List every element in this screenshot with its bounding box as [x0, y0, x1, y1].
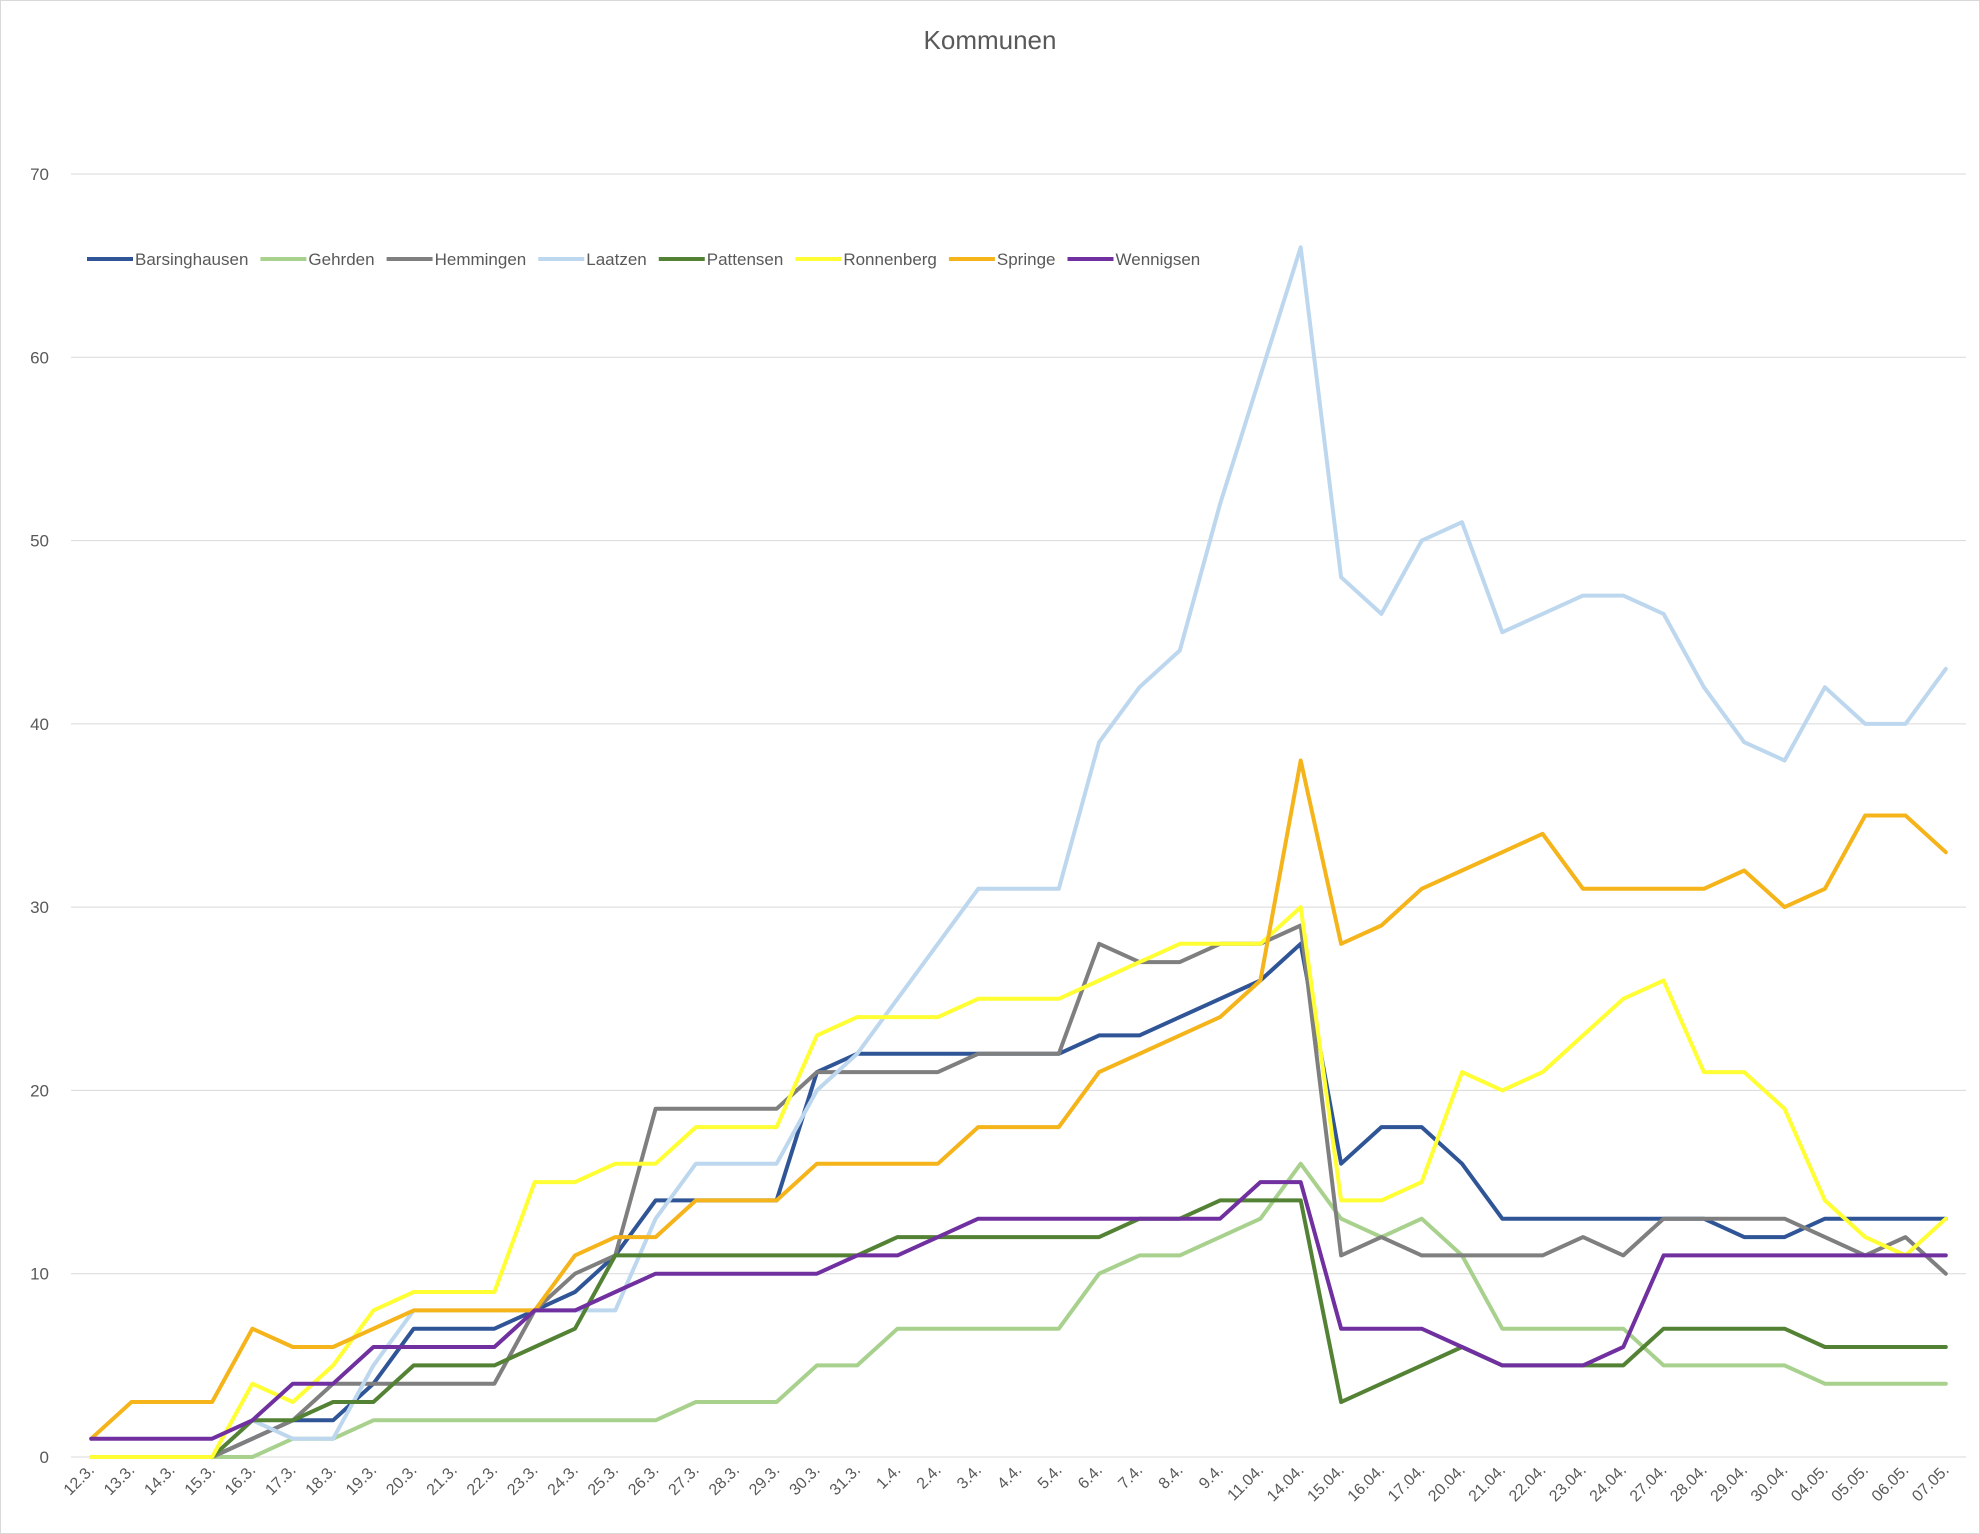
series-lines	[89, 245, 1948, 1459]
x-tick-label: 06.05.	[1869, 1462, 1912, 1505]
x-tick-label: 18.3.	[303, 1462, 340, 1499]
y-tick-label: 0	[40, 1448, 49, 1467]
x-tick-label: 3.4.	[954, 1462, 985, 1493]
y-axis-ticks: 0 10 20 30 40 50 60 70	[30, 165, 49, 1467]
legend-label: Barsinghausen	[135, 250, 248, 269]
chart-title: Kommunen	[924, 25, 1057, 55]
x-tick-label: 14.3.	[141, 1462, 178, 1499]
x-tick-label: 22.3.	[464, 1462, 501, 1499]
series-line-wennigsen	[89, 1180, 1948, 1441]
x-tick-label: 7.4.	[1115, 1462, 1146, 1493]
x-tick-label: 6.4.	[1075, 1462, 1106, 1493]
series-line-hemmingen	[210, 923, 1948, 1459]
x-tick-label: 15.3.	[182, 1462, 219, 1499]
x-tick-label: 24.3.	[545, 1462, 582, 1499]
legend-label: Gehrden	[308, 250, 374, 269]
x-tick-label: 20.3.	[383, 1462, 420, 1499]
x-tick-label: 14.04.	[1264, 1462, 1307, 1505]
series-line-pattensen	[210, 1198, 1948, 1459]
x-tick-label: 28.04.	[1667, 1462, 1710, 1505]
x-tick-label: 29.3.	[746, 1462, 783, 1499]
y-tick-label: 50	[30, 532, 49, 551]
x-tick-label: 17.3.	[262, 1462, 299, 1499]
legend-label: Springe	[997, 250, 1056, 269]
x-tick-label: 9.4.	[1196, 1462, 1227, 1493]
series-line-laatzen	[210, 245, 1948, 1459]
x-tick-label: 07.05.	[1909, 1462, 1952, 1505]
series-line-gehrden	[89, 1161, 1948, 1459]
x-tick-label: 04.05.	[1788, 1462, 1831, 1505]
x-tick-label: 29.04.	[1708, 1462, 1751, 1505]
x-tick-label: 20.04.	[1425, 1462, 1468, 1505]
x-tick-label: 21.3.	[424, 1462, 461, 1499]
y-tick-label: 60	[30, 348, 49, 367]
y-tick-label: 70	[30, 165, 49, 184]
x-tick-label: 21.04.	[1466, 1462, 1509, 1505]
series-line-ronnenberg	[89, 905, 1948, 1459]
legend-label: Wennigsen	[1116, 250, 1201, 269]
x-tick-label: 16.04.	[1345, 1462, 1388, 1505]
y-tick-label: 30	[30, 898, 49, 917]
x-tick-label: 11.04.	[1225, 1462, 1268, 1505]
legend-label: Hemmingen	[435, 250, 527, 269]
gridlines	[71, 173, 1966, 1458]
x-tick-label: 4.4.	[994, 1462, 1025, 1493]
x-tick-label: 1.4.	[873, 1462, 904, 1493]
x-tick-label: 27.3.	[666, 1462, 703, 1499]
x-tick-label: 12.3.	[61, 1462, 98, 1499]
x-axis-ticks: 12.3. 13.3. 14.3. 15.3. 16.3. 17.3. 18.3. 19.3.…	[61, 1462, 1953, 1505]
legend-label: Laatzen	[586, 250, 647, 269]
x-tick-label: 19.3.	[343, 1462, 380, 1499]
y-tick-label: 40	[30, 715, 49, 734]
x-tick-label: 05.05.	[1829, 1462, 1872, 1505]
legend-label: Ronnenberg	[843, 250, 937, 269]
x-tick-label: 2.4.	[914, 1462, 945, 1493]
y-tick-label: 20	[30, 1081, 49, 1100]
x-tick-label: 23.04.	[1546, 1462, 1589, 1505]
x-tick-label: 24.04.	[1587, 1462, 1630, 1505]
x-tick-label: 15.04.	[1304, 1462, 1347, 1505]
series-line-barsinghausen	[210, 941, 1948, 1459]
x-tick-label: 8.4.	[1156, 1462, 1187, 1493]
x-tick-label: 16.3.	[222, 1462, 259, 1499]
x-tick-label: 17.04.	[1385, 1462, 1428, 1505]
x-tick-label: 22.04.	[1506, 1462, 1549, 1505]
legend: Barsinghausen Gehrden Hemmingen Laatzen Patt…	[87, 250, 1200, 269]
x-tick-label: 31.3.	[827, 1462, 864, 1499]
legend-label: Pattensen	[707, 250, 784, 269]
x-tick-label: 30.04.	[1748, 1462, 1791, 1505]
series-line-springe	[89, 758, 1948, 1441]
x-tick-label: 28.3.	[706, 1462, 743, 1499]
x-tick-label: 25.3.	[585, 1462, 622, 1499]
x-tick-label: 30.3.	[787, 1462, 824, 1499]
x-tick-label: 5.4.	[1035, 1462, 1066, 1493]
x-tick-label: 26.3.	[625, 1462, 662, 1499]
x-tick-label: 27.04.	[1627, 1462, 1670, 1505]
x-tick-label: 13.3.	[101, 1462, 138, 1499]
x-tick-label: 23.3.	[504, 1462, 541, 1499]
y-tick-label: 10	[30, 1265, 49, 1284]
